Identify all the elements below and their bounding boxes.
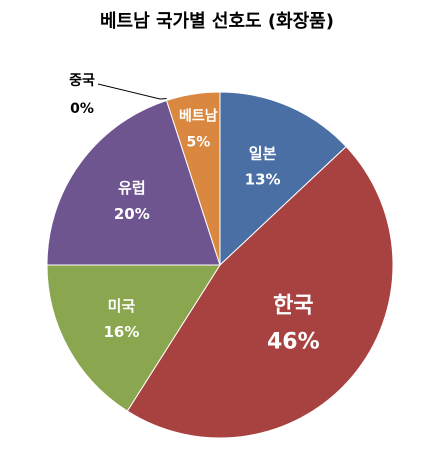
pie-slice bbox=[219, 91, 347, 267]
slice-value-label: 13% bbox=[245, 171, 281, 189]
slice-value-label: 46% bbox=[267, 330, 320, 355]
pie-slice bbox=[126, 145, 394, 439]
pie-slice bbox=[165, 91, 221, 266]
slice-name-label: 미국 bbox=[108, 297, 136, 315]
slice-name-label: 유럽 bbox=[118, 179, 146, 197]
slice-name-label: 베트남 bbox=[179, 107, 218, 124]
slice-value-label: 0% bbox=[70, 101, 94, 117]
slice-value-label: 16% bbox=[104, 323, 140, 341]
slice-name-label: 중국 bbox=[69, 73, 95, 89]
pie-slice bbox=[46, 264, 221, 412]
chart-title: 베트남 국가별 선호도 (화장품) bbox=[100, 11, 334, 32]
slice-value-label: 20% bbox=[114, 205, 150, 223]
slice-name-label: 한국 bbox=[273, 294, 313, 319]
pie-slice bbox=[46, 99, 221, 266]
slice-name-label: 일본 bbox=[249, 145, 277, 163]
slice-value-label: 5% bbox=[186, 134, 210, 150]
leader-line bbox=[97, 83, 167, 100]
